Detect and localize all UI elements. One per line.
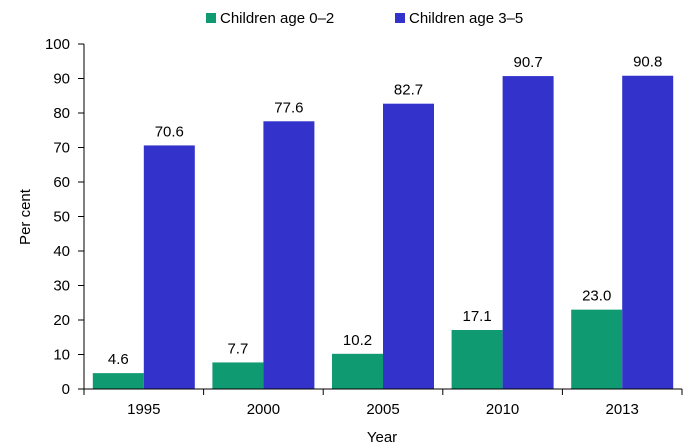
bar-s1-2010 [451, 330, 503, 389]
data-labels: 4.6 7.7 10.2 17.1 23.0 70.6 77.6 82.7 90.7 90.8 [108, 54, 662, 368]
data-label-s1-2000: 7.7 [227, 340, 248, 357]
y-tick-label-30: 30 [53, 278, 70, 295]
x-tick-label-2000: 2000 [247, 401, 280, 418]
data-label-s2-2000: 77.6 [274, 99, 303, 116]
bar-s2-2005 [383, 103, 434, 389]
legend-swatch-s1 [206, 13, 216, 23]
x-axis-title: Year [367, 429, 397, 446]
bar-s2-2010 [502, 76, 554, 390]
data-label-s2-2005: 82.7 [394, 82, 423, 99]
bar-s1-1995 [92, 373, 144, 389]
y-tick-label-10: 10 [53, 347, 70, 364]
data-label-s1-1995: 4.6 [108, 351, 129, 368]
bar-s2-2000 [263, 121, 315, 389]
axes: 0 10 20 30 40 50 60 70 80 90 100 1995 2000 2005 2010 20… [45, 36, 683, 418]
legend-swatch-s2 [395, 13, 405, 23]
y-tick-label-60: 60 [53, 174, 70, 191]
bar-s2-2013 [622, 75, 674, 390]
y-tick-label-90: 90 [53, 71, 70, 88]
data-label-s2-2010: 90.7 [513, 54, 542, 71]
y-tick-label-40: 40 [53, 243, 70, 260]
bars [92, 75, 674, 390]
data-label-s1-2010: 17.1 [462, 308, 491, 325]
y-tick-label-100: 100 [45, 36, 70, 53]
bar-s1-2000 [212, 362, 264, 389]
legend: Children age 0–2 Children age 3–5 [206, 10, 523, 27]
y-tick-label-20: 20 [53, 312, 70, 329]
y-tick-label-80: 80 [53, 105, 70, 122]
y-tick-label-50: 50 [53, 209, 70, 226]
x-tick-label-2005: 2005 [366, 401, 399, 418]
data-label-s2-1995: 70.6 [155, 123, 184, 140]
data-label-s2-2013: 90.8 [633, 54, 662, 71]
bar-s1-2005 [332, 353, 383, 389]
legend-label-s1: Children age 0–2 [220, 10, 334, 27]
y-tick-label-70: 70 [53, 140, 70, 157]
bar-s2-1995 [143, 145, 195, 389]
y-axis-title: Per cent [17, 188, 34, 245]
data-label-s1-2005: 10.2 [343, 332, 372, 349]
y-tick-label-0: 0 [62, 381, 70, 398]
legend-label-s2: Children age 3–5 [409, 10, 523, 27]
bar-s1-2013 [571, 309, 623, 389]
x-tick-label-2013: 2013 [606, 401, 639, 418]
x-tick-label-2010: 2010 [486, 401, 519, 418]
data-label-s1-2013: 23.0 [582, 288, 611, 305]
x-tick-label-1995: 1995 [127, 401, 160, 418]
